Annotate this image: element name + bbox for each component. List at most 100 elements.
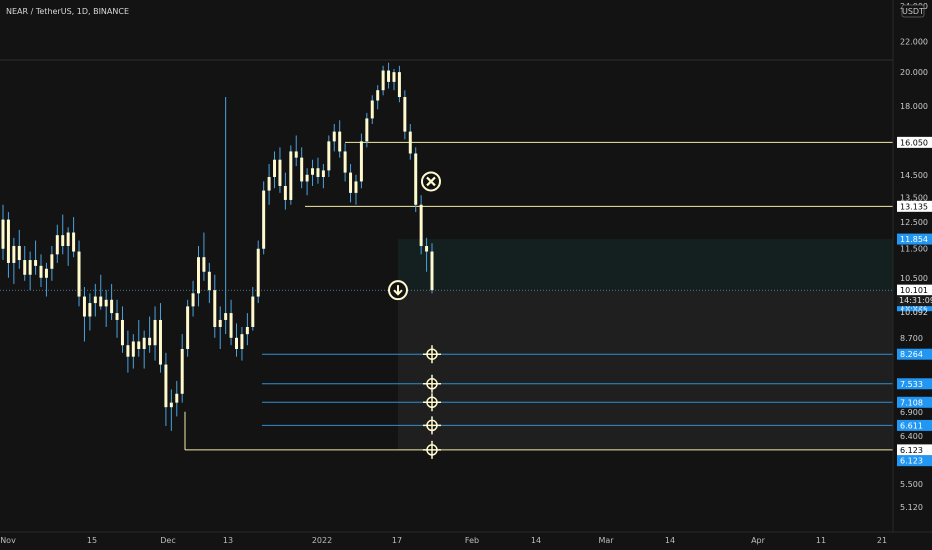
candle-body — [1, 219, 5, 249]
candle-body — [202, 257, 206, 272]
level-price-tag: 13.135 — [900, 202, 928, 211]
price-axis[interactable]: 24.0005.1205.5006.4006.9008.70010.50011.… — [892, 0, 932, 532]
candle-body — [186, 306, 190, 349]
time-tick-label: 11 — [816, 536, 826, 545]
candle-body — [77, 251, 81, 297]
candle-body — [110, 299, 114, 314]
price-tick-label: 13.500 — [900, 194, 928, 203]
candle-body — [235, 337, 238, 349]
time-tick-label: Mar — [598, 536, 614, 545]
price-tag-bg — [897, 233, 932, 245]
level-price-tag: 7.108 — [900, 398, 923, 407]
candle-body — [131, 341, 135, 357]
candle-body — [137, 341, 141, 349]
price-tick-label: 20.000 — [900, 68, 928, 77]
candle-body — [414, 153, 418, 205]
candle-body — [218, 319, 222, 327]
price-tick-label: 18.000 — [900, 102, 928, 111]
price-levels — [0, 141, 893, 451]
time-axis[interactable]: Nov 15 Dec 13 2022 17 Feb 14 Mar 14 Apr 11 21 — [0, 531, 932, 545]
candle-body — [343, 151, 347, 173]
candle-body — [82, 296, 86, 317]
candle-body — [392, 72, 396, 82]
candle-body — [349, 172, 353, 193]
close-icon-cross — [426, 176, 436, 187]
time-tick-label: Feb — [465, 536, 479, 545]
candle-body — [224, 313, 228, 320]
candle-body — [126, 345, 130, 357]
price-tag: 10.092 — [900, 302, 928, 311]
target-crosshair-lines — [423, 374, 441, 393]
price-tick-label: 10.500 — [900, 274, 928, 283]
candle-body — [251, 296, 255, 327]
candle-body — [256, 248, 260, 297]
price-tick-label: 11.500 — [900, 245, 928, 254]
level-price-tag-bg — [897, 396, 932, 408]
candle-body — [273, 159, 277, 177]
candle-body — [175, 393, 179, 403]
candle-body — [180, 348, 184, 394]
candle-body — [197, 257, 200, 294]
candle-body — [88, 303, 92, 317]
level-price-tag: 7.533 — [900, 380, 923, 389]
candle-body — [115, 313, 119, 320]
candle-body — [338, 131, 342, 152]
price-tick-label: 5.120 — [900, 503, 923, 512]
chart-title: NEAR / TetherUS, 1D, BINANCE — [6, 7, 129, 16]
candle-body — [332, 131, 336, 142]
price-tick-label: 22.000 — [900, 38, 928, 47]
level-price-tag: 6.123 — [900, 446, 923, 455]
price-tick-label: 6.400 — [900, 432, 923, 441]
candle-body — [283, 185, 287, 200]
currency-badge[interactable]: USDT — [901, 4, 925, 18]
candle-body — [72, 232, 76, 252]
candle-body — [240, 334, 244, 349]
target-crosshair-lines — [423, 416, 441, 435]
price-tag: 11.854 — [900, 235, 928, 244]
candle-body — [359, 141, 363, 182]
candle-body — [387, 70, 391, 82]
position-zones — [0, 59, 893, 450]
stop-loss-zone — [398, 290, 893, 450]
target-crosshair-lines — [423, 345, 441, 364]
price-gray-label: 10.092 — [900, 308, 928, 317]
level-price-tag-bg — [897, 444, 932, 456]
candle-body — [12, 245, 16, 263]
price-tick-label: 8.700 — [900, 334, 923, 343]
level-price-tag: 16.050 — [900, 138, 928, 147]
candle-body — [397, 72, 401, 98]
candle-body — [23, 260, 27, 275]
candle-body — [365, 118, 369, 142]
candle-body — [321, 170, 325, 177]
countdown-bg — [897, 295, 932, 307]
candle-body — [50, 254, 54, 269]
time-tick-label: 15 — [87, 536, 97, 545]
level-price-tag: 6.611 — [900, 421, 923, 430]
candle-body — [142, 337, 146, 349]
candle-body — [311, 168, 315, 175]
level-price-tag-bg — [897, 136, 932, 148]
candle-body — [430, 251, 434, 291]
candle-body — [169, 402, 173, 408]
candle-body — [327, 141, 331, 171]
level-price-tag-bg — [897, 200, 932, 212]
candle-body — [294, 151, 298, 158]
candle-body — [191, 293, 195, 307]
candle-body — [419, 204, 423, 246]
price-tag-bg — [897, 455, 932, 467]
candles — [1, 62, 434, 431]
target-crosshair-lines — [423, 393, 441, 412]
level-price-tag-bg — [897, 419, 932, 431]
candle-body — [278, 159, 282, 186]
candle-body — [245, 326, 249, 335]
take-profit-zone — [398, 239, 893, 291]
candle-body — [120, 319, 124, 346]
time-tick-label: Apr — [751, 536, 766, 545]
time-tick-label: Dec — [160, 536, 175, 545]
level-price-tag-bg — [897, 348, 932, 360]
price-tick-label: 6.900 — [900, 408, 923, 417]
level-price-tag: 8.264 — [900, 350, 923, 359]
time-tick-label: 17 — [392, 536, 402, 545]
candle-body — [28, 260, 32, 275]
